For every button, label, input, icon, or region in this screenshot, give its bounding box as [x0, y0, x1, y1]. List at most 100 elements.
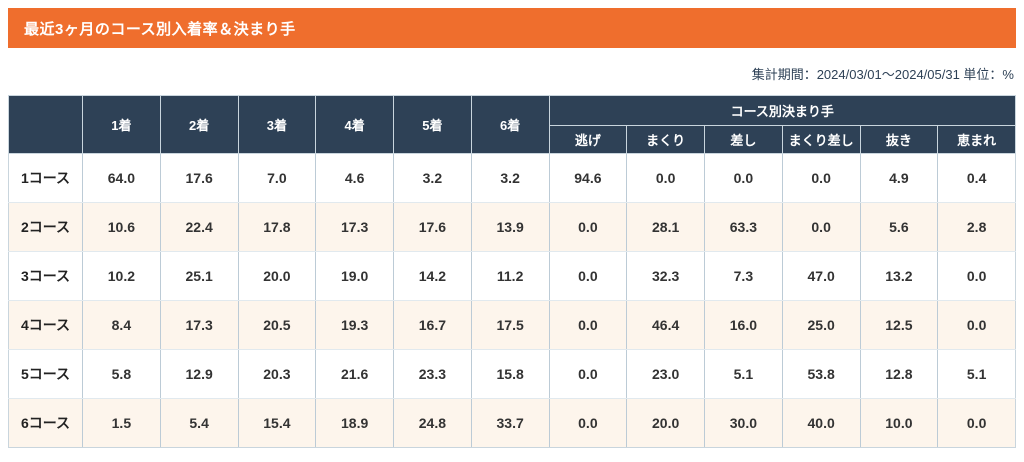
kimarite-value: 40.0	[781, 398, 861, 448]
finish-value: 17.3	[159, 300, 239, 350]
finish-value: 16.7	[393, 300, 472, 350]
kimarite-group-header: コース別決まり手	[548, 95, 1016, 126]
finish-header: 2着	[159, 95, 239, 154]
finish-value: 10.6	[82, 202, 161, 252]
kimarite-value: 0.0	[937, 251, 1016, 301]
table-row: 1コース 64.0 17.6 7.0 4.6 3.2 3.2 94.6 0.0 …	[8, 153, 1016, 203]
section-title-bar: 最近3ヶ月のコース別入着率＆決まり手	[8, 8, 1016, 48]
kimarite-header: まくり	[626, 125, 705, 154]
kimarite-value: 12.8	[859, 349, 939, 399]
finish-value: 12.9	[159, 349, 239, 399]
kimarite-value: 5.6	[859, 202, 939, 252]
kimarite-value: 30.0	[704, 398, 783, 448]
finish-value: 13.9	[470, 202, 550, 252]
stats-table: 1着 2着 3着 4着 5着 6着 コース別決まり手 逃げ まくり 差し まくり…	[8, 95, 1016, 448]
finish-value: 24.8	[393, 398, 472, 448]
kimarite-header: 逃げ	[548, 125, 628, 154]
finish-value: 1.5	[82, 398, 161, 448]
finish-value: 15.8	[470, 349, 550, 399]
finish-value: 17.5	[470, 300, 550, 350]
kimarite-value: 46.4	[626, 300, 705, 350]
kimarite-value: 0.0	[548, 251, 628, 301]
finish-value: 10.2	[82, 251, 161, 301]
kimarite-value: 94.6	[548, 153, 628, 203]
row-label: 2コース	[8, 202, 83, 252]
finish-value: 5.4	[159, 398, 239, 448]
kimarite-value: 16.0	[704, 300, 783, 350]
finish-value: 17.3	[315, 202, 394, 252]
kimarite-header: 差し	[704, 125, 783, 154]
finish-value: 18.9	[315, 398, 394, 448]
finish-value: 7.0	[237, 153, 317, 203]
kimarite-value: 0.0	[548, 300, 628, 350]
kimarite-value: 5.1	[937, 349, 1016, 399]
kimarite-value: 0.0	[626, 153, 705, 203]
page-section: 最近3ヶ月のコース別入着率＆決まり手 集計期間：2024/03/01～2024/…	[8, 8, 1016, 448]
table-row: 5コース 5.8 12.9 20.3 21.6 23.3 15.8 0.0 23…	[8, 349, 1016, 399]
finish-value: 20.5	[237, 300, 317, 350]
kimarite-header: 恵まれ	[937, 125, 1016, 154]
kimarite-value: 12.5	[859, 300, 939, 350]
finish-value: 22.4	[159, 202, 239, 252]
kimarite-value: 2.8	[937, 202, 1016, 252]
finish-value: 33.7	[470, 398, 550, 448]
page-title: 最近3ヶ月のコース別入着率＆決まり手	[24, 21, 296, 38]
kimarite-value: 0.0	[937, 300, 1016, 350]
row-label: 1コース	[8, 153, 83, 203]
corner-cell	[8, 95, 83, 154]
finish-value: 20.3	[237, 349, 317, 399]
finish-value: 21.6	[315, 349, 394, 399]
finish-value: 20.0	[237, 251, 317, 301]
kimarite-value: 7.3	[704, 251, 783, 301]
finish-header: 1着	[82, 95, 161, 154]
kimarite-value: 0.0	[548, 398, 628, 448]
kimarite-value: 20.0	[626, 398, 705, 448]
kimarite-value: 0.4	[937, 153, 1016, 203]
finish-value: 8.4	[82, 300, 161, 350]
kimarite-value: 0.0	[548, 202, 628, 252]
kimarite-value: 13.2	[859, 251, 939, 301]
finish-value: 14.2	[393, 251, 472, 301]
finish-value: 3.2	[393, 153, 472, 203]
kimarite-value: 47.0	[781, 251, 861, 301]
aggregation-period: 集計期間：2024/03/01～2024/05/31 単位：%	[751, 67, 1014, 82]
kimarite-value: 4.9	[859, 153, 939, 203]
table-row: 3コース 10.2 25.1 20.0 19.0 14.2 11.2 0.0 3…	[8, 251, 1016, 301]
finish-value: 15.4	[237, 398, 317, 448]
table-row: 4コース 8.4 17.3 20.5 19.3 16.7 17.5 0.0 46…	[8, 300, 1016, 350]
finish-value: 19.3	[315, 300, 394, 350]
row-label: 5コース	[8, 349, 83, 399]
kimarite-value: 0.0	[548, 349, 628, 399]
kimarite-value: 23.0	[626, 349, 705, 399]
finish-value: 64.0	[82, 153, 161, 203]
finish-value: 4.6	[315, 153, 394, 203]
finish-value: 17.8	[237, 202, 317, 252]
table-row: 6コース 1.5 5.4 15.4 18.9 24.8 33.7 0.0 20.…	[8, 398, 1016, 448]
kimarite-header: 抜き	[859, 125, 939, 154]
kimarite-value: 5.1	[704, 349, 783, 399]
finish-value: 23.3	[393, 349, 472, 399]
kimarite-value: 25.0	[781, 300, 861, 350]
finish-header: 6着	[470, 95, 550, 154]
kimarite-value: 63.3	[704, 202, 783, 252]
kimarite-value: 0.0	[781, 153, 861, 203]
row-label: 3コース	[8, 251, 83, 301]
kimarite-value: 28.1	[626, 202, 705, 252]
kimarite-value: 32.3	[626, 251, 705, 301]
finish-header: 4着	[315, 95, 394, 154]
kimarite-value: 53.8	[781, 349, 861, 399]
kimarite-value: 10.0	[859, 398, 939, 448]
finish-value: 19.0	[315, 251, 394, 301]
finish-value: 5.8	[82, 349, 161, 399]
table-row: 2コース 10.6 22.4 17.8 17.3 17.6 13.9 0.0 2…	[8, 202, 1016, 252]
table-header: 1着 2着 3着 4着 5着 6着 コース別決まり手 逃げ まくり 差し まくり…	[8, 95, 1016, 154]
kimarite-value: 0.0	[937, 398, 1016, 448]
row-label: 6コース	[8, 398, 83, 448]
kimarite-value: 0.0	[704, 153, 783, 203]
row-label: 4コース	[8, 300, 83, 350]
table-body: 1コース 64.0 17.6 7.0 4.6 3.2 3.2 94.6 0.0 …	[8, 153, 1016, 448]
finish-value: 17.6	[159, 153, 239, 203]
finish-value: 11.2	[470, 251, 550, 301]
kimarite-header: まくり差し	[781, 125, 861, 154]
finish-header: 3着	[237, 95, 317, 154]
